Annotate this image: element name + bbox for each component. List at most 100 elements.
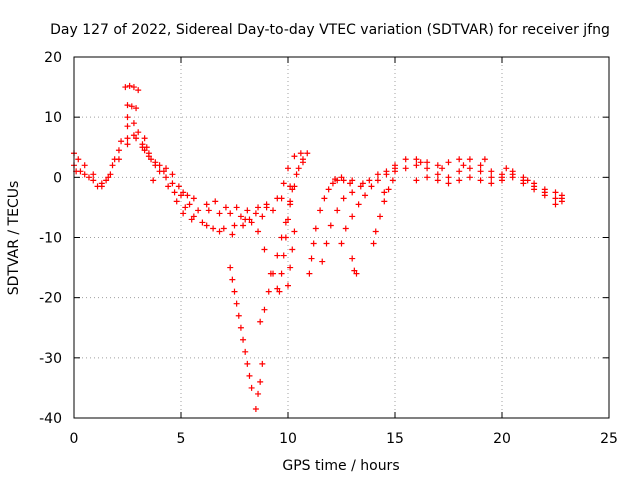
tick-labels: 0 5 10 15 20 25 -40 -30 -20 -10 0 10 20 — [39, 50, 618, 447]
data-point — [334, 207, 341, 214]
data-point — [222, 204, 229, 211]
data-point — [310, 240, 317, 247]
data-point — [552, 189, 559, 196]
data-point — [81, 171, 88, 178]
data-point — [190, 195, 197, 202]
data-point — [306, 270, 313, 277]
data-point — [319, 258, 326, 265]
data-point — [182, 204, 189, 211]
data-point — [109, 162, 116, 169]
data-point — [248, 219, 255, 226]
y-axis-label: SDTVAR / TECUs — [6, 181, 22, 296]
data-point — [417, 159, 424, 166]
data-point — [240, 222, 247, 229]
data-point — [329, 180, 336, 187]
data-point — [175, 183, 182, 190]
data-point — [445, 174, 452, 181]
data-point — [190, 213, 197, 220]
data-point — [389, 177, 396, 184]
data-point — [434, 177, 441, 184]
data-point — [477, 168, 484, 175]
data-point — [233, 204, 240, 211]
data-point — [240, 336, 247, 343]
data-point — [323, 240, 330, 247]
data-point — [203, 222, 210, 229]
data-point — [402, 156, 409, 163]
data-point — [295, 165, 302, 172]
series-dip-1 — [227, 264, 266, 412]
x-tick-label: 5 — [177, 431, 186, 447]
data-point — [255, 204, 262, 211]
data-point — [178, 192, 184, 199]
data-point — [439, 165, 446, 172]
y-tick-label: -10 — [39, 231, 62, 247]
data-point — [424, 174, 431, 181]
data-point — [552, 195, 559, 202]
data-point — [445, 180, 452, 187]
data-point — [156, 168, 163, 175]
data-point — [233, 300, 240, 307]
data-point — [299, 156, 306, 163]
data-point — [291, 183, 298, 190]
data-point — [293, 171, 300, 178]
data-point — [257, 378, 264, 385]
data-point — [231, 222, 238, 229]
data-point — [85, 174, 92, 181]
data-point — [135, 87, 142, 94]
data-point — [340, 177, 347, 184]
series-mid-b — [319, 165, 398, 265]
data-point — [259, 213, 266, 220]
data-point — [317, 207, 324, 214]
data-point — [355, 201, 362, 208]
data-points — [71, 82, 565, 412]
data-point — [291, 228, 298, 235]
data-point — [285, 165, 291, 172]
data-point — [366, 177, 373, 184]
series-late-c — [413, 171, 565, 208]
series-scatter — [141, 135, 531, 214]
data-point — [90, 177, 97, 184]
x-tick-label: 15 — [386, 431, 404, 447]
data-point — [460, 162, 467, 169]
data-point — [274, 285, 281, 292]
data-point — [402, 165, 409, 172]
data-point — [349, 189, 356, 196]
data-point — [252, 210, 259, 217]
data-point — [338, 174, 345, 181]
data-point — [353, 270, 360, 277]
data-point — [285, 282, 291, 289]
data-point — [385, 186, 392, 193]
series-mid-d — [349, 255, 360, 277]
data-point — [141, 135, 148, 142]
data-point — [466, 165, 473, 172]
data-point — [81, 162, 88, 169]
data-point — [349, 177, 356, 184]
data-point — [351, 267, 358, 274]
x-tick-label: 10 — [279, 431, 297, 447]
grid-layer — [74, 57, 609, 418]
data-point — [220, 225, 227, 232]
data-point — [210, 225, 217, 232]
data-point — [377, 213, 384, 220]
data-point — [541, 189, 548, 196]
data-point — [231, 288, 238, 295]
data-point — [152, 159, 159, 166]
y-tick-label: 20 — [44, 50, 62, 66]
y-tick-label: -20 — [39, 291, 62, 307]
data-point — [261, 246, 268, 253]
data-point — [188, 216, 195, 223]
data-point — [368, 183, 375, 190]
data-point — [180, 210, 187, 217]
data-point — [75, 156, 82, 163]
data-point — [124, 102, 131, 109]
series-peak — [122, 82, 142, 121]
data-point — [165, 183, 172, 190]
data-point — [227, 210, 234, 217]
data-point — [163, 165, 170, 172]
data-point — [488, 180, 495, 187]
data-point — [244, 360, 251, 367]
data-point — [374, 171, 381, 178]
data-point — [312, 225, 319, 232]
data-point — [171, 189, 178, 196]
